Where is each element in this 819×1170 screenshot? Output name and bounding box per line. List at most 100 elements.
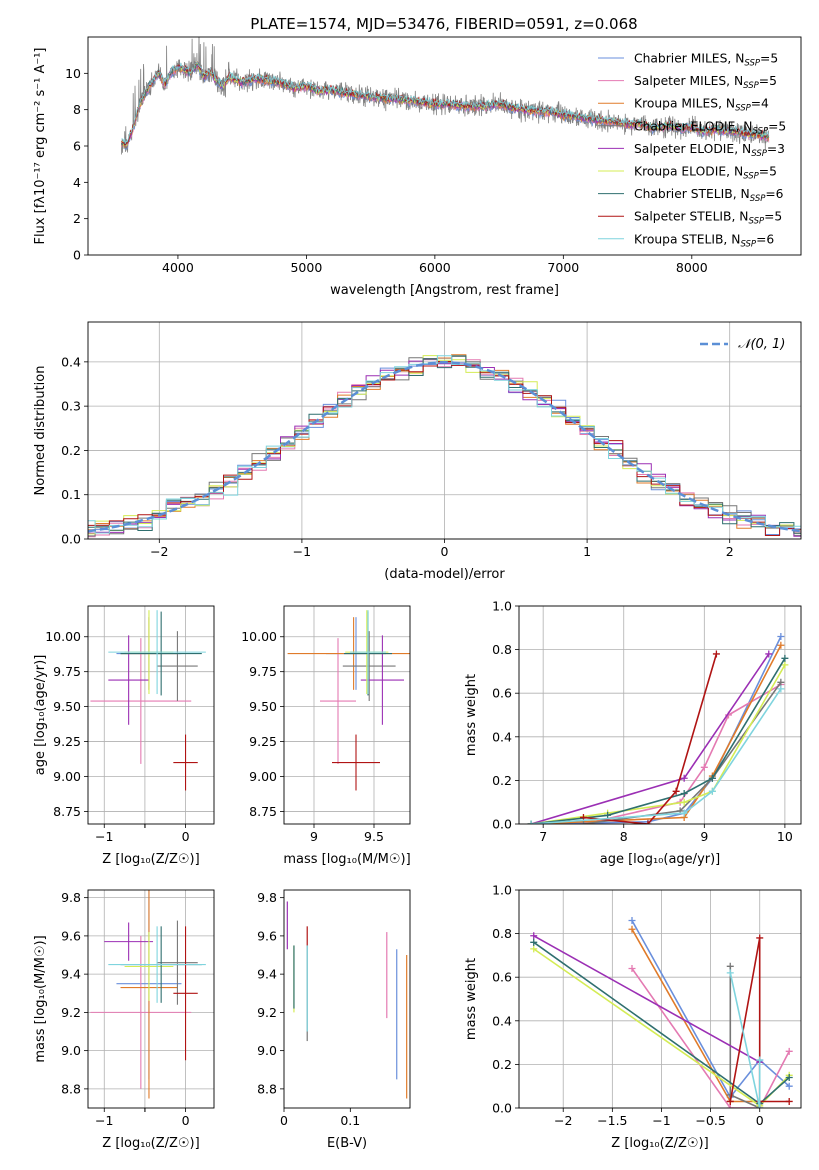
panel-residuals: −2 −1 0 1 2 0.0 0.1 0.2 0.3 0.4 (data-model)/error… [33,321,802,582]
panel-age-vs-Z: −1 0 8.75 9.00 9.25 9.50 9.75 10.00 Z [log₁₀(Z/Z… [33,605,215,867]
marker-chabrier-miles [777,633,785,641]
y-tick-label: 8.75 [249,804,277,819]
y-tick-label: 10.00 [45,629,81,644]
legend-label: Kroupa MILES, NSSP=4 [634,97,769,114]
y-tick-label: 0.4 [492,1013,512,1028]
marker-kroupa-elodie [781,661,789,669]
y-tick-label: 9.2 [257,1005,277,1020]
y-tick-label: 0.2 [61,443,81,458]
y-tick-label: 0.6 [492,686,512,701]
x-tick-label: 0.1 [340,1113,360,1128]
x-tick-label: 10 [777,829,793,844]
plot-area [527,633,789,824]
y-tick-label: 8.8 [257,1081,277,1096]
legend-label: Kroupa STELIB, NSSP=6 [634,232,774,249]
y-tick-label: 10 [65,66,81,81]
y-tick-label: 9.4 [257,967,277,982]
y-tick-label: 0.1 [61,487,81,502]
y-tick-label: 9.6 [257,928,277,943]
x-tick-label: −2 [554,1113,572,1128]
model-salpeter-stelib [121,61,770,146]
marker-chabrier-miles [628,917,636,925]
axes-frame [518,605,802,825]
marker-chabrier-stelib [781,654,789,662]
plot-area [286,901,408,1099]
y-axis-label: Flux [fλ10⁻¹⁷ erg cm⁻² s⁻¹ A⁻¹] [33,48,48,245]
panel-weight-vs-Z: −2 −1.5 −1 −0.5 0 0.0 0.2 0.4 0.6 0.8 1.0 Z [log₁₀(… [464,883,802,1151]
marker-kroupa-stelib [726,969,734,977]
y-tick-label: 9.00 [53,769,81,784]
y-tick-label: 0.0 [61,532,81,547]
y-tick-label: 9.00 [249,769,277,784]
x-tick-label: −1 [95,1113,113,1128]
legend-label: 𝒩(0, 1) [738,337,785,352]
y-tick-label: 9.75 [249,664,277,679]
x-tick-label: 7000 [547,260,579,275]
x-axis-label: Z [log₁₀(Z/Z☉)] [102,852,199,867]
x-tick-label: 8000 [676,260,708,275]
axes-frame [87,321,802,540]
x-tick-label: 5000 [290,260,322,275]
axes-frame [518,889,802,1109]
axes-frame [283,889,411,1109]
x-tick-label: 0 [280,1113,288,1128]
marker-kroupa-miles [777,641,785,649]
x-tick-label: 0 [756,1113,764,1128]
y-tick-label: 9.75 [53,664,81,679]
y-tick-label: 9.2 [61,1005,81,1020]
x-tick-label: −0.5 [695,1113,725,1128]
x-tick-label: 0 [182,829,190,844]
plot-area [90,890,206,1099]
axes-frame [87,889,215,1109]
x-tick-label: 8 [620,829,628,844]
y-tick-label: 0.6 [492,970,512,985]
y-tick-label: 0.8 [492,642,512,657]
y-tick-label: 9.0 [61,1043,81,1058]
line-chabrier-miles [531,636,782,824]
marker-chabrier-stelib [785,1073,793,1081]
marker-chabrier-elodie [726,962,734,970]
y-tick-label: 0.2 [492,1057,512,1072]
x-tick-label: 9.5 [364,829,384,844]
x-tick-label: 1 [583,544,591,559]
axes-frame [87,36,802,256]
marker-salpeter-elodie [680,774,688,782]
y-tick-label: 0.8 [492,926,512,941]
x-tick-label: −1 [652,1113,670,1128]
x-tick-label: 7 [539,829,547,844]
y-tick-label: 8.75 [53,804,81,819]
marker-chabrier-stelib [530,938,538,946]
line-chabrier-miles [631,920,790,1099]
observed-spectrum [121,37,770,155]
line-salpeter-elodie [533,935,761,1063]
marker-salpeter-stelib [785,1097,793,1105]
y-axis-label: mass weight [464,674,479,756]
x-axis-label: mass [log₁₀(M/M☉)] [283,852,410,867]
y-tick-label: 9.6 [61,928,81,943]
line-salpeter-stelib [729,937,790,1103]
marker-kroupa-stelib [756,1104,764,1108]
y-tick-label: 9.8 [257,890,277,905]
plot-area [530,917,793,1108]
plot-area [287,610,410,791]
x-tick-label: −1 [293,544,311,559]
marker-salpeter-miles [726,1104,734,1108]
marker-salpeter-miles [628,964,636,972]
figure-title: PLATE=1574, MJD=53476, FIBERID=0591, z=0… [250,15,637,33]
y-tick-label: 0.4 [61,354,81,369]
x-tick-label: −1 [95,829,113,844]
y-tick-label: 9.25 [53,734,81,749]
y-tick-label: 9.50 [249,699,277,714]
marker-chabrier-stelib [604,811,612,819]
x-tick-label: 6000 [419,260,451,275]
panel-age-vs-mass: 9 9.5 8.75 9.00 9.25 9.50 9.75 10.00 mass [log₁₀… [241,605,411,867]
marker-kroupa-stelib [680,809,688,817]
marker-salpeter-stelib [672,787,680,795]
marker-salpeter-stelib [712,650,720,658]
marker-chabrier-elodie [579,820,587,824]
line-salpeter-elodie [530,653,770,824]
plot-area [90,610,206,791]
marker-salpeter-miles [700,763,708,771]
y-tick-label: 0.0 [492,1101,512,1116]
hist-kroupa-stelib [88,355,801,534]
